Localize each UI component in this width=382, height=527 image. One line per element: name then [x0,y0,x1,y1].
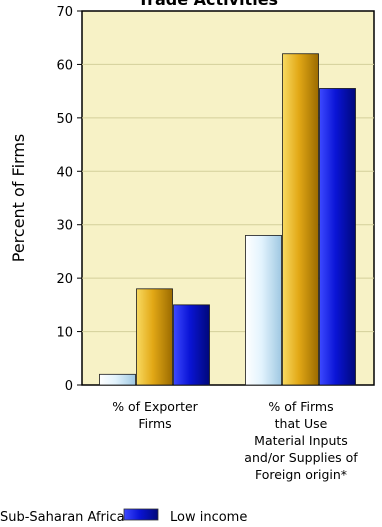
y-axis-ticks: 0 10 20 30 40 50 60 70 [56,5,82,394]
y-tick-label: 70 [56,5,73,20]
legend-swatch-series-2 [123,508,159,521]
y-tick-label: 30 [56,219,73,234]
x-category-label: % of Exporter [112,399,198,414]
bar-series-2-cat-1 [319,88,356,386]
x-category-label: Foreign origin* [255,467,347,482]
x-category-label: % of Firms [268,399,333,414]
y-tick-label: 20 [56,272,73,287]
y-tick-label: 40 [56,165,73,180]
y-tick-label: 0 [65,379,73,394]
y-tick-label: 50 [56,112,73,127]
y-axis-label: Percent of Firms [9,134,28,263]
x-axis-labels: % of Exporter Firms % of Firms that Use Mate… [112,399,358,482]
legend-label-series-2: Low income [170,510,247,525]
x-category-label: and/or Supplies of [244,450,358,465]
bar-series-1-cat-0 [136,288,173,386]
legend-label-series-1: Sub-Saharan Africa [0,510,125,525]
bars [99,53,356,386]
bar-series-0-cat-1 [245,234,282,386]
x-category-label: Firms [138,416,171,431]
y-tick-label: 10 [56,326,73,341]
bar-series-2-cat-0 [173,304,210,386]
x-category-label: Material Inputs [254,433,348,448]
bar-series-0-cat-0 [99,373,136,386]
chart-title: Trade Activities [138,0,278,9]
y-tick-label: 60 [56,58,73,73]
x-category-label: that Use [275,416,328,431]
bar-series-1-cat-1 [282,53,319,386]
legend: Sub-Saharan Africa Low income [0,508,247,525]
